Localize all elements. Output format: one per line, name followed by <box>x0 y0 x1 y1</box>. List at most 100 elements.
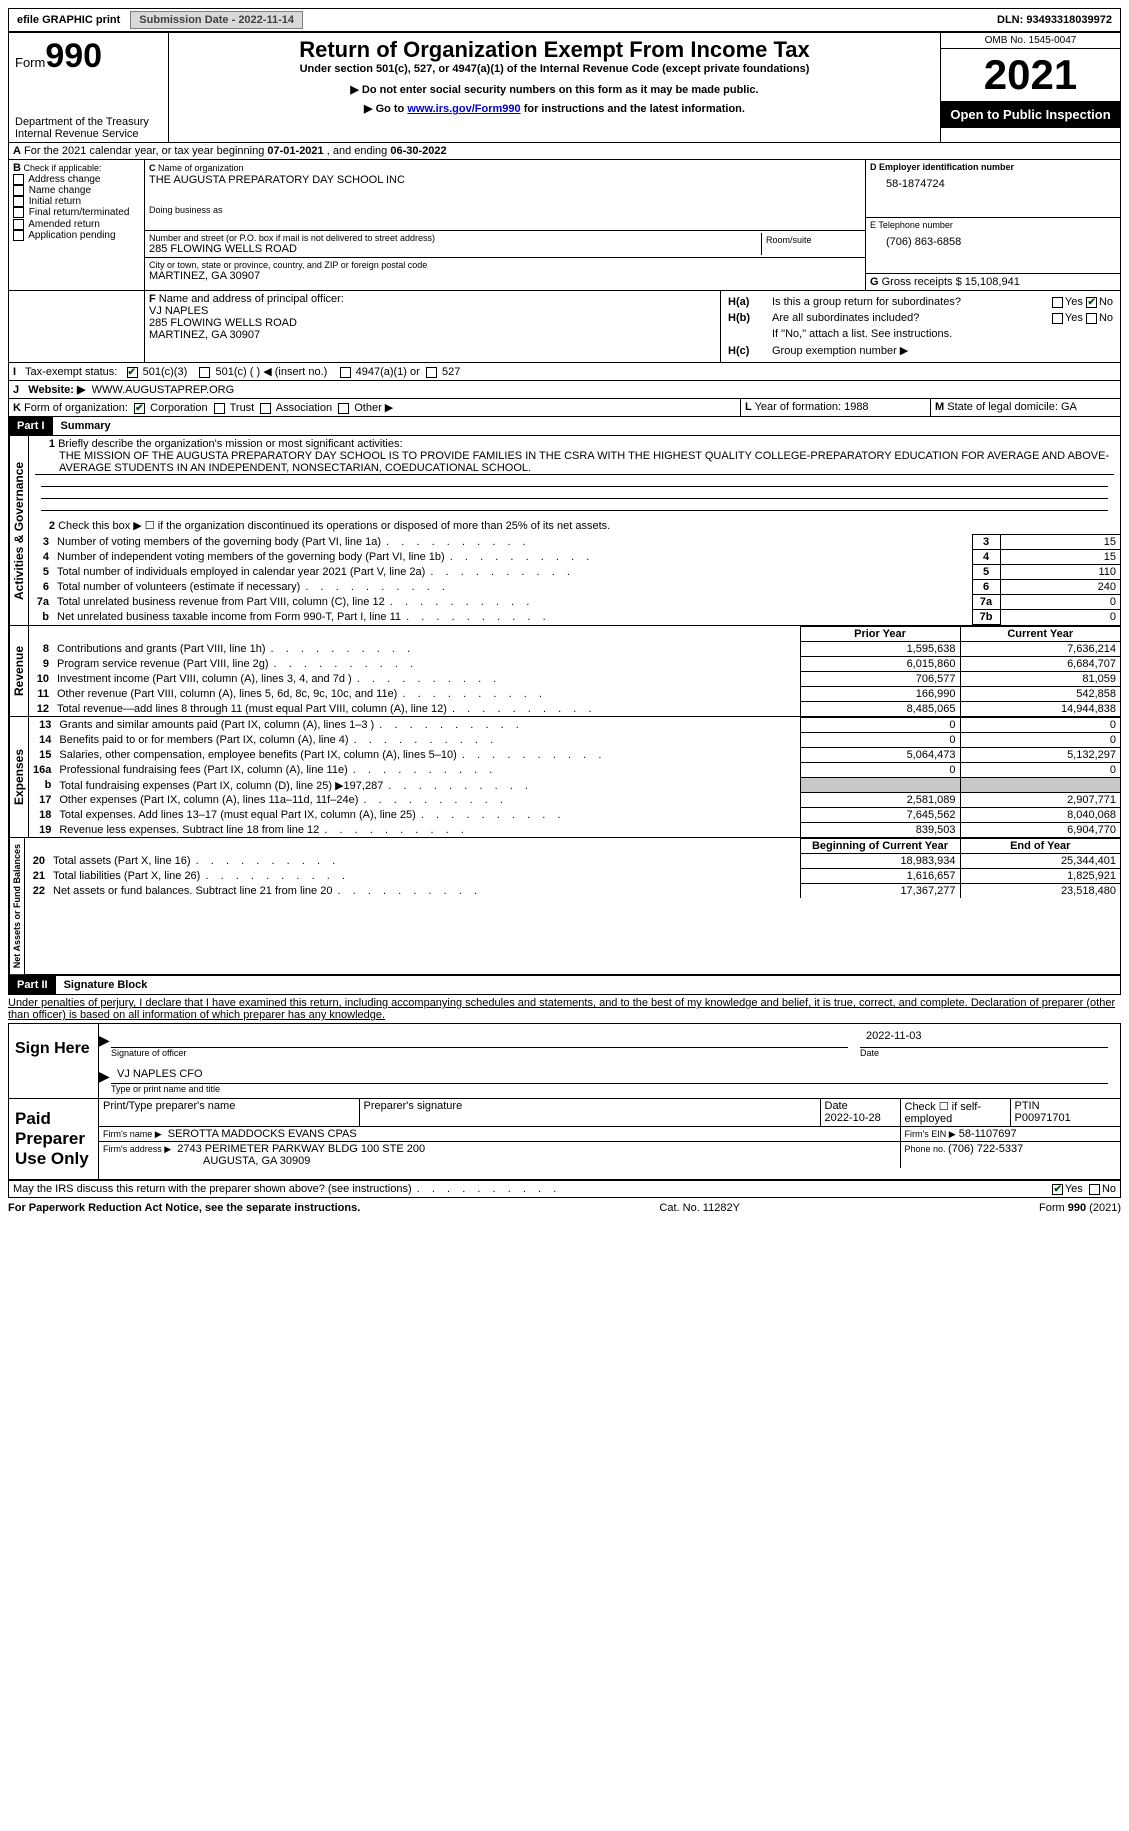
gov-row-5: 5Total number of individuals employed in… <box>29 565 1120 580</box>
form-title: Return of Organization Exempt From Incom… <box>175 37 934 63</box>
header-right-block: OMB No. 1545-0047 2021 Open to Public In… <box>940 33 1120 142</box>
rev-row-9: 9Program service revenue (Part VIII, lin… <box>29 657 1120 672</box>
side-label-expenses: Expenses <box>9 717 29 837</box>
net-row-20: 20Total assets (Part X, line 16)18,983,9… <box>25 854 1120 869</box>
footer-left: For Paperwork Reduction Act Notice, see … <box>8 1202 360 1214</box>
k-opt-0: Corporation <box>134 402 214 414</box>
sig-date: 2022-11-03 <box>866 1030 921 1042</box>
tax-year: 2021 <box>941 49 1120 101</box>
sign-here-label: Sign Here <box>9 1024 99 1098</box>
hb-no-checkbox[interactable] <box>1086 313 1097 324</box>
firm-addr1: 2743 PERIMETER PARKWAY BLDG 100 STE 200 <box>177 1143 425 1155</box>
footer-bar: For Paperwork Reduction Act Notice, see … <box>8 1198 1121 1214</box>
net-row-22: 22Net assets or fund balances. Subtract … <box>25 884 1120 899</box>
form-word: Form <box>15 55 45 70</box>
mission-text: THE MISSION OF THE AUGUSTA PREPARATORY D… <box>35 450 1114 475</box>
section-f: F Name and address of principal officer:… <box>144 291 720 362</box>
exp-row-13: 13Grants and similar amounts paid (Part … <box>29 718 1120 733</box>
4947-checkbox[interactable] <box>340 367 351 378</box>
line-klm: K Form of organization: Corporation Trus… <box>8 398 1121 417</box>
dept-treasury: Department of the Treasury <box>15 116 162 128</box>
dln-label: DLN: 93493318039972 <box>989 12 1120 28</box>
501c3-checkbox[interactable] <box>127 367 138 378</box>
side-label-governance: Activities & Governance <box>9 436 29 625</box>
checkbox-initial-return: Initial return <box>13 196 140 207</box>
527-checkbox[interactable] <box>426 367 437 378</box>
section-c: C Name of organization THE AUGUSTA PREPA… <box>144 160 865 290</box>
footer-catno: Cat. No. 11282Y <box>659 1202 740 1214</box>
side-label-revenue: Revenue <box>9 626 29 716</box>
prep-date: 2022-10-28 <box>825 1112 881 1124</box>
netassets-header-row: Beginning of Current YearEnd of Year <box>25 839 1120 854</box>
exp-row-16a: 16aProfessional fundraising fees (Part I… <box>29 763 1120 778</box>
efile-label: efile GRAPHIC print <box>9 12 128 28</box>
part-1-header: Part I <box>9 417 53 435</box>
checkbox-amended-return: Amended return <box>13 219 140 230</box>
ein-value: 58-1874724 <box>870 172 1116 190</box>
signature-block: Sign Here ▶ Signature of officer 2022-11… <box>8 1023 1121 1180</box>
line-i: I Tax-exempt status: 501(c)(3) 501(c) ( … <box>8 362 1121 380</box>
header-title-block: Return of Organization Exempt From Incom… <box>169 33 940 142</box>
checkbox-address-change: Address change <box>13 174 140 185</box>
exp-row-15: 15Salaries, other compensation, employee… <box>29 748 1120 763</box>
exp-row-18: 18Total expenses. Add lines 13–17 (must … <box>29 808 1120 823</box>
footer-right: Form 990 (2021) <box>1039 1202 1121 1214</box>
submission-date-button[interactable]: Submission Date - 2022-11-14 <box>130 11 303 29</box>
exp-row-19: 19Revenue less expenses. Subtract line 1… <box>29 823 1120 838</box>
tax-end: 06-30-2022 <box>390 145 446 157</box>
exp-row-17: 17Other expenses (Part IX, column (A), l… <box>29 793 1120 808</box>
rev-row-8: 8Contributions and grants (Part VIII, li… <box>29 642 1120 657</box>
gov-row-4: 4Number of independent voting members of… <box>29 550 1120 565</box>
form-id-block: Form990 Department of the Treasury Inter… <box>9 33 169 142</box>
rev-row-10: 10Investment income (Part VIII, column (… <box>29 672 1120 687</box>
open-to-public: Open to Public Inspection <box>941 101 1120 128</box>
penalties-text: Under penalties of perjury, I declare th… <box>8 995 1121 1023</box>
officer-name-title: VJ NAPLES CFO <box>117 1068 203 1080</box>
side-label-netassets: Net Assets or Fund Balances <box>9 838 25 974</box>
part-2-title: Signature Block <box>56 976 156 994</box>
subtitle-2: ▶ Do not enter social security numbers o… <box>175 83 934 96</box>
ha-yes-checkbox[interactable] <box>1052 297 1063 308</box>
k-opt-1: Trust <box>214 402 261 414</box>
paid-preparer-label: Paid Preparer Use Only <box>9 1099 99 1179</box>
net-row-21: 21Total liabilities (Part X, line 26)1,6… <box>25 869 1120 884</box>
form-number: 990 <box>45 37 102 75</box>
part-2-header: Part II <box>9 976 56 994</box>
phone-value: (706) 863-6858 <box>870 230 1116 248</box>
line-a: A For the 2021 calendar year, or tax yea… <box>8 142 1121 159</box>
exp-row-b: bTotal fundraising expenses (Part IX, co… <box>29 778 1120 793</box>
ha-no-checkbox[interactable] <box>1086 297 1097 308</box>
section-d-e-g: D Employer identification number 58-1874… <box>865 160 1120 290</box>
revenue-header-row: Prior YearCurrent Year <box>29 627 1120 642</box>
501c-checkbox[interactable] <box>199 367 210 378</box>
discuss-no-checkbox[interactable] <box>1089 1184 1100 1195</box>
firm-name: SEROTTA MADDOCKS EVANS CPAS <box>168 1128 357 1140</box>
exp-row-14: 14Benefits paid to or for members (Part … <box>29 733 1120 748</box>
irs-label: Internal Revenue Service <box>15 128 162 138</box>
omb-number: OMB No. 1545-0047 <box>941 33 1120 49</box>
gov-row-b: bNet unrelated business taxable income f… <box>29 610 1120 625</box>
ptin-value: P00971701 <box>1015 1112 1071 1124</box>
discuss-yes-checkbox[interactable] <box>1052 1184 1063 1195</box>
governance-table: 3Number of voting members of the governi… <box>29 534 1120 625</box>
k-opt-2: Association <box>260 402 338 414</box>
k-opt-3: Other ▶ <box>338 402 399 414</box>
checkbox-final-return-terminated: Final return/terminated <box>13 207 140 218</box>
tax-begin: 07-01-2021 <box>267 145 323 157</box>
line-j: J Website: ▶ WWW.AUGUSTAPREP.ORG <box>8 380 1121 398</box>
org-city: MARTINEZ, GA 30907 <box>149 270 861 282</box>
hb-yes-checkbox[interactable] <box>1052 313 1063 324</box>
revenue-table: Prior YearCurrent Year8Contributions and… <box>29 626 1120 716</box>
part-1-title: Summary <box>53 417 119 435</box>
org-name: THE AUGUSTA PREPARATORY DAY SCHOOL INC <box>149 174 405 186</box>
netassets-table: Beginning of Current YearEnd of Year20To… <box>25 838 1120 898</box>
checkbox-name-change: Name change <box>13 185 140 196</box>
discuss-row: May the IRS discuss this return with the… <box>8 1180 1121 1198</box>
subtitle-3: ▶ Go to www.irs.gov/Form990 for instruct… <box>175 102 934 115</box>
checkbox-application-pending: Application pending <box>13 230 140 241</box>
irs-link[interactable]: www.irs.gov/Form990 <box>407 103 520 115</box>
subtitle-1: Under section 501(c), 527, or 4947(a)(1)… <box>175 63 934 75</box>
state-domicile: GA <box>1061 401 1077 413</box>
year-formation: 1988 <box>844 401 868 413</box>
gross-receipts: 15,108,941 <box>965 276 1020 288</box>
